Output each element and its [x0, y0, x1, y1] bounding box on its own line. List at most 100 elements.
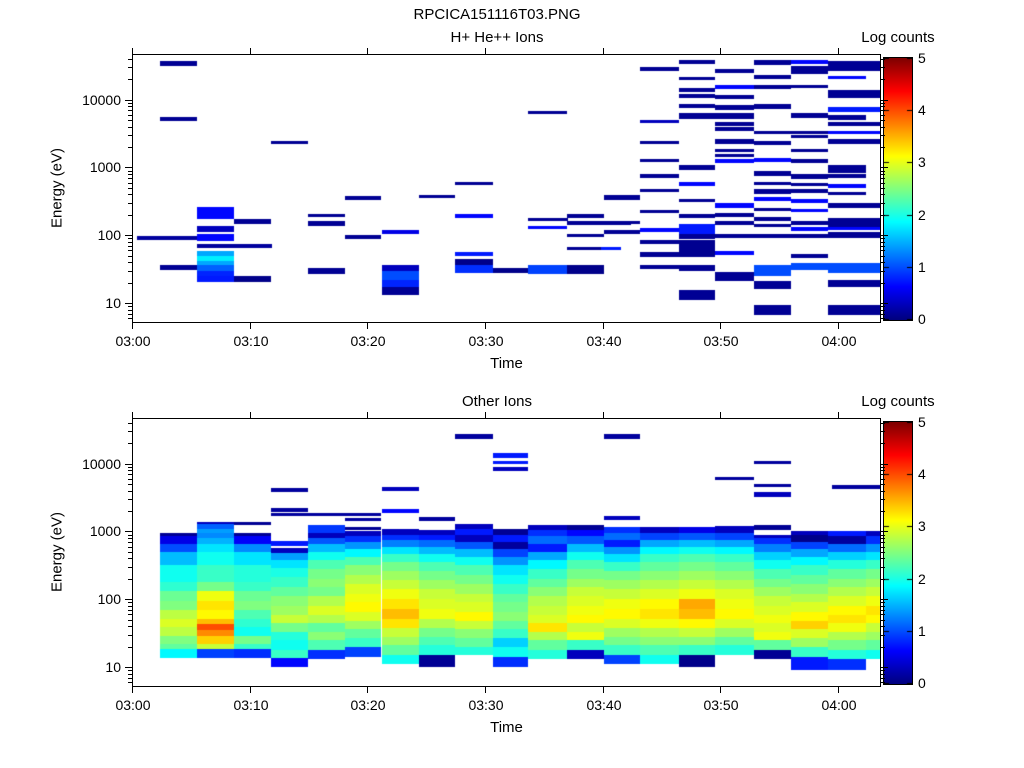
- y-minor-tick-right: [881, 79, 885, 80]
- y-minor-tick-right: [881, 215, 885, 216]
- y-minor-tick-right: [881, 635, 885, 636]
- y-tick-right: [881, 167, 888, 168]
- y-minor-tick-right: [881, 620, 885, 621]
- y-minor-tick-right: [881, 535, 885, 536]
- colorbar-canvas-bottom: [884, 422, 912, 684]
- y-minor-tick-right: [881, 674, 885, 675]
- y-minor-tick-right: [881, 423, 885, 424]
- y-minor-tick-right: [881, 606, 885, 607]
- y-minor-tick: [128, 467, 132, 468]
- y-minor-tick: [128, 547, 132, 548]
- y-minor-tick-right: [881, 246, 885, 247]
- colorbar-tick-label: 3: [918, 518, 926, 534]
- y-minor-tick-right: [881, 115, 885, 116]
- y-minor-tick: [128, 203, 132, 204]
- colorbar-tick-label: 0: [918, 311, 926, 327]
- y-minor-tick: [128, 511, 132, 512]
- x-tick-label: 03:10: [233, 697, 269, 713]
- x-tick-top: [603, 412, 604, 418]
- x-tick-top: [838, 412, 839, 418]
- y-minor-tick: [128, 318, 132, 319]
- y-tick-label: 10000: [82, 456, 121, 472]
- y-minor-tick: [128, 242, 132, 243]
- y-minor-tick-right: [881, 262, 885, 263]
- colorbar-tick-label: 0: [918, 675, 926, 691]
- x-tick-top: [838, 48, 839, 54]
- y-minor-tick: [128, 103, 132, 104]
- x-tick-label: 04:00: [821, 697, 857, 713]
- y-minor-tick-right: [881, 474, 885, 475]
- y-minor-tick-right: [881, 147, 885, 148]
- colorbar-tick-label: 1: [918, 623, 926, 639]
- y-minor-tick-right: [881, 59, 885, 60]
- colorbar-top-title: Log counts: [861, 29, 935, 46]
- colorbar-tick-label: 5: [918, 50, 926, 66]
- y-minor-tick-right: [881, 558, 885, 559]
- x-tick: [485, 323, 486, 329]
- x-axis-label-bottom: Time: [490, 719, 523, 736]
- y-minor-tick-right: [881, 499, 885, 500]
- y-minor-tick: [128, 579, 132, 580]
- y-minor-tick: [128, 238, 132, 239]
- y-minor-tick: [128, 271, 132, 272]
- x-tick-label: 04:00: [821, 333, 857, 349]
- x-tick-label: 03:40: [586, 697, 622, 713]
- x-tick: [720, 323, 721, 329]
- y-minor-tick: [128, 558, 132, 559]
- y-minor-tick-right: [881, 250, 885, 251]
- x-tick: [367, 687, 368, 693]
- y-minor-tick: [128, 171, 132, 172]
- x-tick: [720, 687, 721, 693]
- y-minor-tick-right: [881, 647, 885, 648]
- y-minor-tick-right: [881, 626, 885, 627]
- y-tick: [125, 235, 132, 236]
- y-minor-tick: [128, 215, 132, 216]
- y-minor-tick: [128, 678, 132, 679]
- y-minor-tick-right: [881, 106, 885, 107]
- y-minor-tick: [128, 147, 132, 148]
- x-tick-top: [485, 412, 486, 418]
- x-tick-label: 03:40: [586, 333, 622, 349]
- y-tick-right: [881, 667, 888, 668]
- y-minor-tick: [128, 67, 132, 68]
- figure-title: RPCICA151116T03.PNG: [413, 6, 581, 23]
- y-tick-right: [881, 303, 888, 304]
- y-minor-tick: [128, 183, 132, 184]
- y-minor-tick: [128, 538, 132, 539]
- y-minor-tick: [128, 256, 132, 257]
- y-tick: [125, 667, 132, 668]
- y-tick: [125, 464, 132, 465]
- y-minor-tick-right: [881, 579, 885, 580]
- y-tick-label: 100: [97, 591, 121, 607]
- x-tick-top: [720, 48, 721, 54]
- y-minor-tick-right: [881, 443, 885, 444]
- y-tick-label: 1000: [89, 159, 121, 175]
- y-minor-tick: [128, 120, 132, 121]
- y-minor-tick: [128, 670, 132, 671]
- y-minor-tick: [128, 647, 132, 648]
- x-tick-top: [250, 412, 251, 418]
- y-minor-tick: [128, 535, 132, 536]
- y-minor-tick: [128, 110, 132, 111]
- x-tick-label: 03:10: [233, 333, 269, 349]
- y-minor-tick-right: [881, 431, 885, 432]
- x-tick-label: 03:50: [703, 697, 739, 713]
- x-tick: [485, 687, 486, 693]
- x-tick: [250, 323, 251, 329]
- x-tick-top: [132, 48, 133, 54]
- y-minor-tick: [128, 306, 132, 307]
- y-minor-tick-right: [881, 491, 885, 492]
- spectrogram-top: [133, 55, 880, 322]
- colorbar-tick-label: 1: [918, 259, 926, 275]
- x-tick: [132, 323, 133, 329]
- y-minor-tick: [128, 250, 132, 251]
- y-minor-tick-right: [881, 67, 885, 68]
- y-minor-tick-right: [881, 470, 885, 471]
- y-minor-tick: [128, 614, 132, 615]
- x-tick: [838, 687, 839, 693]
- y-minor-tick: [128, 79, 132, 80]
- y-tick-label: 100: [97, 227, 121, 243]
- y-minor-tick: [128, 135, 132, 136]
- y-minor-tick-right: [881, 484, 885, 485]
